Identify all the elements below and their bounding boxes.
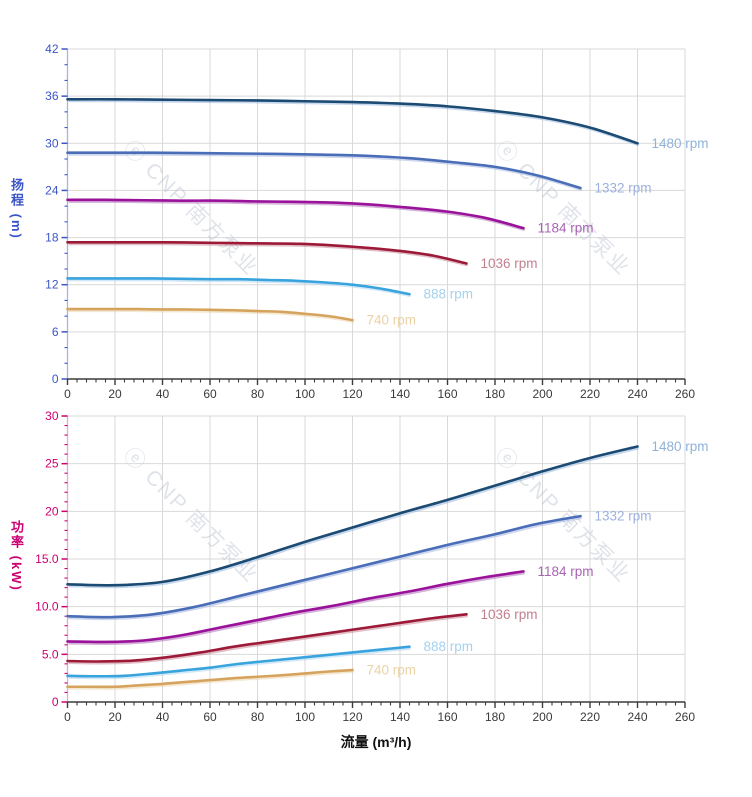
head-flow-chart-y-tick-label: 6 — [52, 325, 59, 339]
head-flow-chart-label-740-rpm: 740 rpm — [367, 313, 417, 328]
head-flow-chart-x-tick-label: 140 — [390, 387, 410, 401]
power-flow-chart-x-tick-label: 100 — [295, 710, 315, 724]
power-flow-chart-x-tick-label: 140 — [390, 710, 410, 724]
head-flow-chart-y-tick-label: 0 — [52, 372, 59, 386]
power-axis-title: 功率 (kW) — [9, 520, 24, 592]
power-flow-chart-curve-shadow-1480-rpm — [68, 447, 639, 589]
power-flow-chart-x-tick-label: 200 — [532, 710, 552, 724]
power-flow-chart-y-tick-label: 30 — [45, 409, 59, 423]
power-flow-chart-curve-shadow-1184-rpm — [68, 572, 525, 645]
head-flow-chart-x-tick-label: 100 — [295, 387, 315, 401]
power-flow-chart-label-740-rpm: 740 rpm — [367, 663, 417, 678]
head-flow-chart-x-tick-label: 200 — [532, 387, 552, 401]
head-flow-chart-y-tick-label: 24 — [45, 183, 59, 197]
power-flow-chart-x-tick-label: 60 — [203, 710, 217, 724]
power-flow-chart-curve-888-rpm — [66, 645, 411, 678]
head-axis-title: 扬程 (m) — [9, 178, 24, 240]
power-flow-chart-y-tick-label: 25 — [45, 457, 59, 471]
head-flow-chart-x-tick-label: 160 — [437, 387, 457, 401]
power-flow-chart-x-tick-label: 40 — [156, 710, 170, 724]
power-flow-chart-y-tick-label: 0 — [52, 695, 59, 709]
power-flow-chart-x-tick-label: 260 — [675, 710, 695, 724]
power-flow-chart-x-tick-label: 0 — [64, 710, 71, 724]
head-flow-chart-curve-1036-rpm — [66, 240, 468, 265]
head-flow-chart-label-1184-rpm: 1184 rpm — [538, 221, 594, 236]
power-flow-chart-y-tick-label: 5.0 — [42, 647, 59, 661]
power-flow-chart: 0 5.0 10.0 15.0 20 25 30 0 20 40 60 80 100 120 140 160 1… — [35, 409, 708, 724]
power-flow-chart-label-1332-rpm: 1332 rpm — [595, 509, 652, 524]
head-flow-chart-y-tick-label: 42 — [45, 42, 59, 56]
head-flow-chart-x-tick-label: 220 — [580, 387, 600, 401]
head-flow-chart-y-tick-label: 36 — [45, 89, 59, 103]
head-flow-chart-curve-shadow-1332-rpm — [68, 153, 583, 192]
head-flow-chart-x-tick-label: 260 — [675, 387, 695, 401]
power-flow-chart-x-tick-label: 180 — [485, 710, 505, 724]
power-flow-chart-x-tick-label: 20 — [108, 710, 122, 724]
head-flow-chart-y-tick-label: 30 — [45, 136, 59, 150]
head-flow-chart-x-tick-label: 80 — [251, 387, 265, 401]
power-flow-chart-label-1036-rpm: 1036 rpm — [481, 607, 538, 622]
head-flow-chart-curve-740-rpm — [66, 307, 354, 322]
head-flow-chart-label-888-rpm: 888 rpm — [424, 287, 474, 302]
head-flow-chart-curve-888-rpm — [66, 277, 411, 296]
power-flow-chart-curve-1184-rpm — [66, 570, 525, 644]
power-flow-chart-x-tick-label: 160 — [437, 710, 457, 724]
head-flow-chart-y-tick-label: 18 — [45, 231, 59, 245]
head-flow-chart-y-tick-label: 12 — [45, 278, 59, 292]
head-flow-chart-curve-shadow-888-rpm — [68, 278, 411, 298]
head-flow-chart-label-1332-rpm: 1332 rpm — [595, 181, 652, 196]
power-flow-chart-curve-shadow-888-rpm — [68, 647, 411, 680]
head-flow-chart-curve-shadow-1480-rpm — [68, 99, 640, 147]
head-flow-chart-curve-shadow-1036-rpm — [68, 242, 468, 267]
power-flow-chart-x-tick-label: 240 — [627, 710, 647, 724]
flow-axis-title: 流量 (m³/h) — [340, 734, 412, 750]
head-flow-chart-curve-1480-rpm — [66, 97, 639, 145]
brand-watermark-1: ⓔ CNP 南方泵业 — [119, 136, 263, 280]
head-flow-chart-label-1036-rpm: 1036 rpm — [481, 256, 538, 271]
power-flow-chart-label-888-rpm: 888 rpm — [424, 639, 474, 654]
head-flow-chart-curve-shadow-740-rpm — [68, 309, 354, 324]
power-flow-chart-curve-1036-rpm — [66, 612, 468, 663]
power-flow-chart-x-tick-label: 80 — [251, 710, 265, 724]
head-flow-chart-x-tick-label: 120 — [342, 387, 362, 401]
head-flow-chart-x-tick-label: 0 — [64, 387, 71, 401]
power-flow-chart-y-tick-label: 10.0 — [35, 600, 59, 614]
head-flow-chart-curve-shadow-1184-rpm — [68, 200, 526, 232]
power-flow-chart-label-1184-rpm: 1184 rpm — [538, 564, 594, 579]
power-flow-chart-label-1480-rpm: 1480 rpm — [652, 439, 709, 454]
power-flow-chart-curve-shadow-740-rpm — [68, 670, 354, 690]
head-flow-chart-x-tick-label: 240 — [627, 387, 647, 401]
power-flow-chart-y-tick-label: 15.0 — [35, 552, 59, 566]
power-flow-chart-curve-shadow-1036-rpm — [68, 614, 468, 665]
power-flow-chart-curve-740-rpm — [66, 668, 354, 689]
brand-watermark-3: ⓔ CNP 南方泵业 — [119, 443, 263, 587]
power-flow-chart-x-tick-label: 120 — [342, 710, 362, 724]
power-flow-chart-y-tick-label: 20 — [45, 504, 59, 518]
power-flow-chart-curve-shadow-1332-rpm — [68, 516, 582, 621]
head-flow-chart-label-1480-rpm: 1480 rpm — [652, 136, 709, 151]
power-flow-chart-x-tick-label: 220 — [580, 710, 600, 724]
power-flow-chart-curve-1480-rpm — [66, 445, 639, 587]
head-flow-chart: 0 6 12 18 24 30 36 42 0 20 40 60 80 100 120 140 160 180 20… — [45, 42, 708, 401]
head-flow-chart-x-tick-label: 60 — [203, 387, 217, 401]
power-flow-chart-curve-1332-rpm — [66, 514, 582, 619]
head-flow-chart-x-tick-label: 40 — [156, 387, 170, 401]
head-flow-chart-x-tick-label: 180 — [485, 387, 505, 401]
head-flow-chart-curve-1184-rpm — [66, 198, 525, 230]
head-flow-chart-curve-1332-rpm — [66, 151, 582, 190]
head-flow-chart-x-tick-label: 20 — [108, 387, 122, 401]
